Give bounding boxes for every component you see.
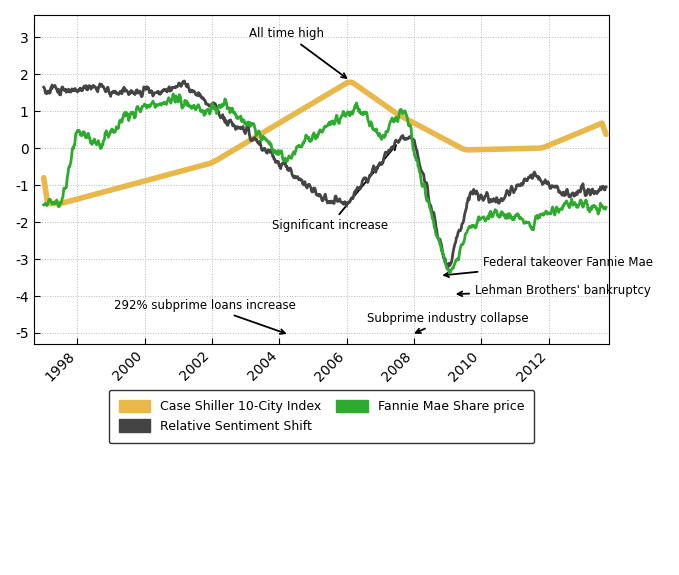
Text: Federal takeover Fannie Mae: Federal takeover Fannie Mae (444, 256, 653, 277)
Text: Lehman Brothers' bankruptcy: Lehman Brothers' bankruptcy (458, 284, 650, 297)
Text: Significant increase: Significant increase (272, 145, 396, 232)
Text: All time high: All time high (249, 27, 346, 78)
Text: 292% subprime loans increase: 292% subprime loans increase (114, 299, 296, 334)
Legend: Case Shiller 10-City Index, Relative Sentiment Shift, Fannie Mae Share price: Case Shiller 10-City Index, Relative Sen… (109, 390, 534, 443)
Text: Subprime industry collapse: Subprime industry collapse (367, 312, 528, 333)
